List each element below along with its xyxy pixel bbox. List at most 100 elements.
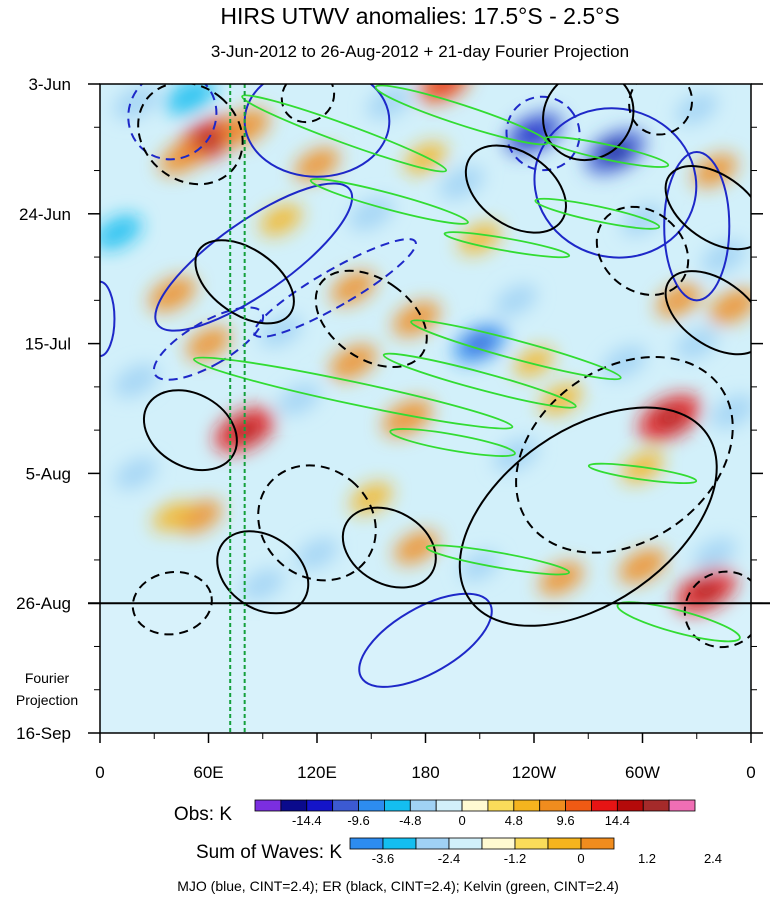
obs-colorbar bbox=[254, 799, 696, 812]
mjo-contour bbox=[505, 95, 581, 172]
colorbar-swatch bbox=[668, 799, 696, 812]
chart-title: HIRS UTWV anomalies: 17.5°S - 2.5°S bbox=[220, 3, 619, 29]
x-tick-label: 0 bbox=[746, 763, 755, 782]
er-contour bbox=[257, 464, 377, 582]
colorbar-swatch bbox=[435, 799, 463, 812]
plot-area bbox=[100, 84, 751, 733]
anomaly-core bbox=[654, 409, 686, 427]
er-contour bbox=[458, 406, 718, 627]
er-contour bbox=[131, 570, 213, 636]
er-contour bbox=[664, 270, 751, 356]
colorbar-tick-label: -14.4 bbox=[292, 813, 322, 828]
anomaly-blob bbox=[100, 214, 142, 251]
colorbar-swatch bbox=[349, 837, 384, 850]
colorbar-swatch bbox=[409, 799, 437, 812]
colorbar-tick-label: -4.8 bbox=[399, 813, 421, 828]
anomaly-field bbox=[100, 84, 751, 614]
kelvin-contour bbox=[534, 197, 661, 230]
x-axis-labels: 0 60E 120E 180 120W 60W 0 bbox=[95, 763, 755, 782]
colorbar-swatch bbox=[280, 799, 308, 812]
anomaly-blob bbox=[709, 288, 751, 325]
anomaly-blob bbox=[656, 283, 702, 318]
kelvin-contour bbox=[241, 94, 448, 173]
y-axis-labels: 3-Jun 24-Jun 15-Jul 5-Aug 26-Aug 16-Sep bbox=[16, 75, 71, 743]
kelvin-contour bbox=[543, 136, 670, 168]
anomaly-blob bbox=[459, 551, 500, 581]
anomaly-blob bbox=[277, 383, 321, 415]
y-tick-label: 5-Aug bbox=[26, 464, 71, 483]
anomaly-blob bbox=[152, 501, 193, 532]
er-contour bbox=[664, 165, 751, 251]
colorbar-swatch bbox=[306, 799, 334, 812]
er-contour bbox=[137, 84, 244, 186]
anomaly-blob bbox=[114, 457, 158, 490]
colorbar-swatch bbox=[254, 799, 282, 812]
colorbar-tick-label: 2.4 bbox=[704, 851, 722, 866]
anomaly-blob bbox=[494, 284, 538, 317]
anomaly-blob bbox=[329, 344, 377, 380]
x-tick-label: 180 bbox=[411, 763, 439, 782]
obs-colorbar-label: Obs: K bbox=[174, 804, 232, 825]
anomaly-blob bbox=[514, 347, 554, 377]
colorbar-tick-label: 9.6 bbox=[557, 813, 575, 828]
anomaly-blob bbox=[458, 222, 501, 255]
x-tick-label: 120E bbox=[297, 763, 337, 782]
anomaly-blob bbox=[294, 147, 340, 182]
colorbar-swatch bbox=[513, 799, 541, 812]
kelvin-contour bbox=[425, 544, 570, 576]
anomaly-blob bbox=[366, 85, 412, 120]
anomaly-blob bbox=[675, 327, 718, 360]
x-tick-label: 0 bbox=[95, 763, 104, 782]
anomaly-core bbox=[430, 84, 457, 92]
kelvin-contour bbox=[616, 601, 741, 643]
colorbar-tick-label: -3.6 bbox=[372, 851, 394, 866]
anomaly-blob bbox=[348, 197, 394, 231]
projection-label-line: Fourier bbox=[25, 670, 70, 686]
colorbar-tick-label: 14.4 bbox=[605, 813, 630, 828]
y-tick-label: 26-Aug bbox=[16, 594, 71, 613]
er-contour bbox=[341, 506, 437, 589]
anomaly-blob bbox=[538, 561, 584, 596]
x-tick-label: 120W bbox=[512, 763, 556, 782]
axis-ticks bbox=[88, 83, 763, 743]
obs-colorbar-labels: -14.4 -9.6 -4.8 0 4.8 9.6 14.4 bbox=[292, 813, 630, 828]
y-tick-label: 15-Jul bbox=[25, 335, 71, 354]
mjo-contours bbox=[100, 84, 731, 688]
er-contour bbox=[216, 530, 310, 615]
y-tick-label: 3-Jun bbox=[28, 75, 71, 94]
mjo-contour bbox=[533, 107, 698, 259]
kelvin-contour bbox=[193, 356, 514, 430]
anomaly-blob bbox=[113, 363, 159, 398]
er-contour bbox=[194, 239, 295, 325]
anomaly-blob bbox=[148, 276, 197, 312]
anomaly-blob bbox=[295, 537, 339, 570]
colorbar-tick-label: -1.2 bbox=[504, 851, 526, 866]
kelvin-contour bbox=[443, 231, 571, 259]
colorbar-swatch bbox=[642, 799, 670, 812]
kelvin-contour bbox=[410, 319, 622, 381]
anomaly-blob bbox=[259, 204, 303, 236]
colorbar-swatch bbox=[384, 799, 411, 812]
colorbar-swatch bbox=[547, 837, 582, 850]
projection-background bbox=[100, 603, 751, 733]
colorbar-swatch bbox=[461, 799, 489, 812]
mjo-contour bbox=[152, 306, 265, 381]
er-contour bbox=[683, 570, 751, 649]
er-contour bbox=[142, 389, 238, 472]
chart-subtitle: 3-Jun-2012 to 26-Aug-2012 + 21-day Fouri… bbox=[211, 42, 629, 61]
er-contour bbox=[314, 269, 428, 369]
anomaly-blob bbox=[350, 482, 393, 514]
er-contour bbox=[595, 205, 690, 296]
colorbar-tick-label: 0 bbox=[458, 813, 465, 828]
mjo-contour bbox=[663, 150, 731, 302]
anomaly-blob bbox=[393, 530, 439, 565]
x-tick-label: 60W bbox=[625, 763, 660, 782]
x-tick-label: 60E bbox=[193, 763, 223, 782]
er-contour bbox=[280, 84, 336, 124]
colorbar-swatch bbox=[332, 799, 359, 812]
kelvin-contours bbox=[193, 84, 741, 643]
colorbar-swatch bbox=[539, 799, 566, 812]
anomaly-blob bbox=[710, 394, 751, 429]
colorbar-swatch bbox=[358, 799, 385, 812]
